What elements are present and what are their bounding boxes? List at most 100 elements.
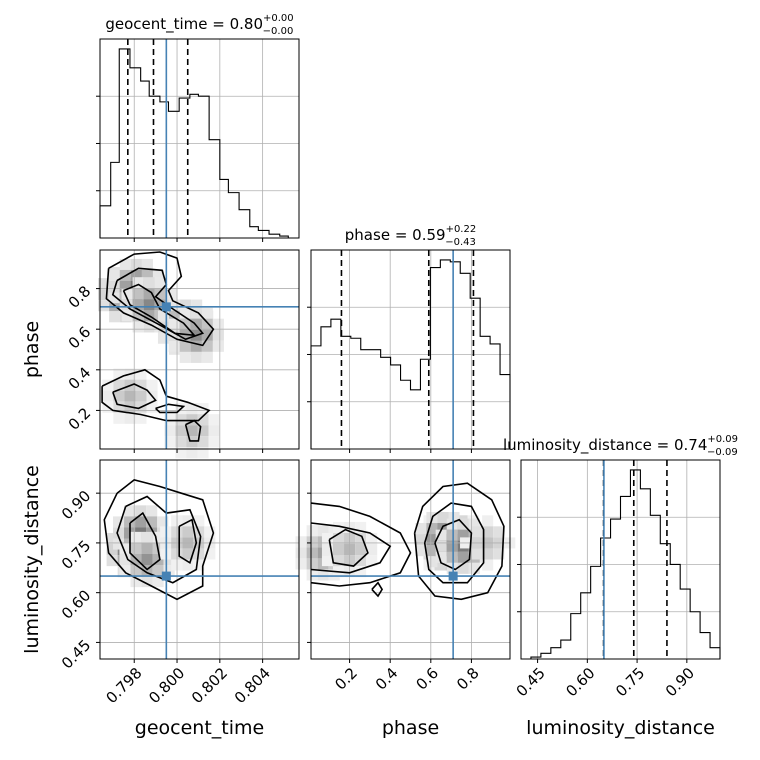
density-cell: [182, 515, 194, 527]
density-cell: [135, 368, 147, 380]
density-cell: [152, 531, 164, 543]
density-cell: [106, 555, 118, 567]
density-cell: [201, 318, 213, 330]
density-cell: [306, 547, 318, 559]
contour-4: [112, 383, 157, 410]
panel-title: geocent_time = 0.80+0.00 −0.00: [105, 13, 293, 37]
title-minus: −0.09: [707, 447, 738, 458]
xtick-label-geocent_time: 0.804: [231, 664, 274, 707]
density-cell: [157, 516, 169, 528]
density-cell: [135, 379, 147, 391]
density-cell: [182, 559, 194, 571]
density-cell: [130, 531, 142, 543]
density-cell: [426, 534, 438, 546]
density-cell: [437, 523, 449, 535]
density-cell: [163, 565, 175, 577]
density-cell: [446, 529, 458, 541]
xlabel-luminosity_distance: luminosity_distance: [526, 717, 715, 739]
density-cell: [415, 534, 427, 546]
density-cell: [446, 518, 458, 530]
density-cell: [204, 548, 216, 560]
density-cell: [113, 527, 125, 539]
density-cell: [124, 516, 136, 528]
density-cell: [186, 436, 198, 448]
density-cell: [182, 548, 194, 560]
xtick-label-phase: 0.4: [372, 664, 402, 694]
density-cell: [154, 299, 166, 311]
density-cell: [146, 401, 158, 413]
density-cell: [106, 532, 118, 545]
density-cell: [135, 516, 147, 528]
density-cell: [108, 281, 120, 293]
density-cell: [355, 544, 367, 556]
density-cell: [152, 565, 164, 577]
contour-3: [101, 368, 211, 422]
ytick-label-phase: 0.2: [65, 404, 95, 434]
density-cell: [132, 321, 144, 333]
ytick-label-luminosity_distance: 0.75: [58, 537, 94, 573]
density-cell: [98, 300, 110, 312]
density-cell: [179, 307, 191, 319]
density-cell: [132, 310, 144, 322]
density-cell: [201, 307, 213, 319]
density-cell: [186, 425, 198, 437]
density-cell: [482, 548, 494, 560]
density-cell: [180, 299, 192, 311]
density-cell: [295, 536, 307, 548]
density-cell: [141, 258, 153, 270]
density-cell: [295, 558, 307, 570]
frame: [310, 459, 511, 660]
truth-marker: [161, 302, 171, 312]
density-cell: [457, 551, 469, 563]
density-cell: [168, 340, 180, 352]
density-cell: [164, 436, 176, 448]
density-cell: [143, 288, 155, 300]
density-cell: [132, 299, 144, 311]
ytick-label-phase: 0.6: [65, 323, 95, 353]
density-cell: [98, 289, 110, 301]
density-cell: [146, 505, 158, 517]
density-cell: [179, 340, 191, 352]
density-cell: [141, 576, 153, 588]
frame: [99, 38, 300, 239]
xtick-label-geocent_time: 0.800: [145, 664, 188, 707]
density-cell: [119, 565, 131, 577]
density-cell: [457, 562, 469, 574]
density-cell: [143, 299, 155, 311]
contour-3: [178, 518, 198, 565]
density-cell: [415, 523, 427, 535]
density-cell: [124, 412, 136, 424]
density-cell: [130, 565, 142, 577]
title-main: luminosity_distance = 0.74: [503, 436, 707, 455]
contour-1: [116, 495, 202, 584]
density-cell: [119, 258, 131, 270]
density-cell: [175, 414, 187, 426]
density-cell: [435, 551, 447, 563]
density-cell: [332, 544, 345, 556]
density-cell: [201, 351, 213, 363]
density-cell: [102, 390, 114, 402]
density-cell: [146, 379, 158, 391]
density-cell: [186, 414, 198, 426]
xtick-label-phase: 0.8: [453, 664, 483, 694]
frame: [310, 249, 511, 450]
density-cell: [141, 565, 153, 577]
density-cell: [135, 390, 147, 402]
xtick-label-luminosity_distance: 0.90: [662, 664, 698, 700]
hist-step-luminosity_distance: [521, 469, 721, 660]
density-cell: [366, 544, 378, 556]
density-cell: [190, 351, 202, 363]
density-cell: [135, 505, 147, 517]
density-cell: [446, 540, 458, 552]
density-cell: [212, 318, 224, 330]
density-cell: [168, 329, 180, 341]
density-cell: [435, 529, 447, 541]
title-main: geocent_time = 0.80: [105, 15, 263, 34]
density-cell: [493, 526, 505, 538]
panel-geocent_time-luminosity_distance: [96, 459, 300, 663]
ytick-label-phase: 0.8: [65, 282, 95, 312]
density-cell: [179, 329, 191, 341]
density-cell: [135, 412, 147, 424]
density-cell: [124, 505, 136, 517]
density-cell: [332, 555, 345, 567]
